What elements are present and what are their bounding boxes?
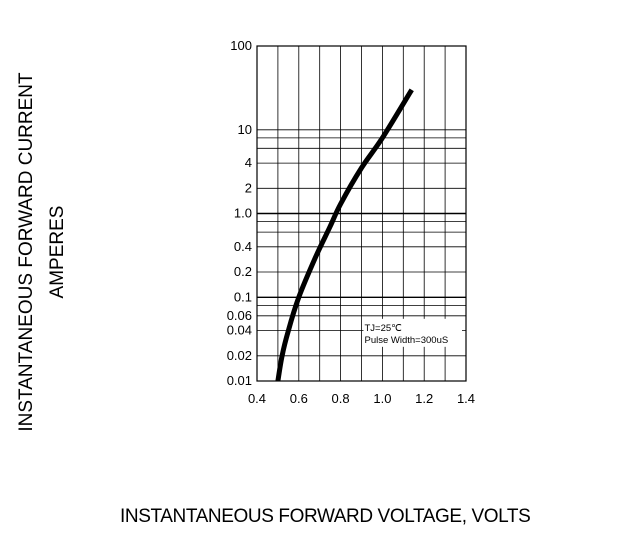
y-tick-label: 10 (238, 122, 252, 137)
y-tick-label: 0.01 (227, 373, 252, 388)
y-axis-title-line2: AMPERES (47, 205, 68, 299)
y-tick-label: 1.0 (234, 206, 252, 221)
annotation-line1: TJ=25℃ (365, 323, 403, 334)
y-tick-label: 4 (245, 155, 252, 170)
y-tick-label: 100 (230, 38, 252, 53)
tick-labels: 0.01 0.02 0.040.06 0.1 0.2 0.4 1.0 2 4 10 100 0.4 0.… (227, 38, 475, 406)
y-tick-label: 2 (245, 180, 252, 195)
y-tick-label: 0.04 (227, 323, 252, 338)
plot-frame (256, 45, 467, 382)
x-tick-label: 0.8 (332, 391, 350, 406)
x-tick-label: 1.4 (457, 391, 475, 406)
series-curve (275, 88, 414, 382)
y-tick-label: 0.2 (234, 264, 252, 279)
y-tick-label: 0.1 (234, 289, 252, 304)
x-tick-label: 0.4 (248, 391, 266, 406)
x-tick-label: 1.0 (373, 391, 391, 406)
y-tick-label: 0.4 (234, 239, 252, 254)
x-tick-label: 0.6 (290, 391, 308, 406)
x-axis-title: INSTANTANEOUS FORWARD VOLTAGE, VOLTS (120, 506, 531, 527)
y-tick-label: 0.02 (227, 348, 252, 363)
y-tick-label: 0.06 (227, 308, 252, 323)
series-line (275, 88, 414, 382)
y-axis-title-line1: INSTANTANEOUS FORWARD CURRENT (16, 72, 37, 432)
x-tick-label: 1.2 (415, 391, 433, 406)
annotation-line2: Pulse Width=300uS (365, 335, 449, 346)
annotation-bg (363, 318, 462, 347)
